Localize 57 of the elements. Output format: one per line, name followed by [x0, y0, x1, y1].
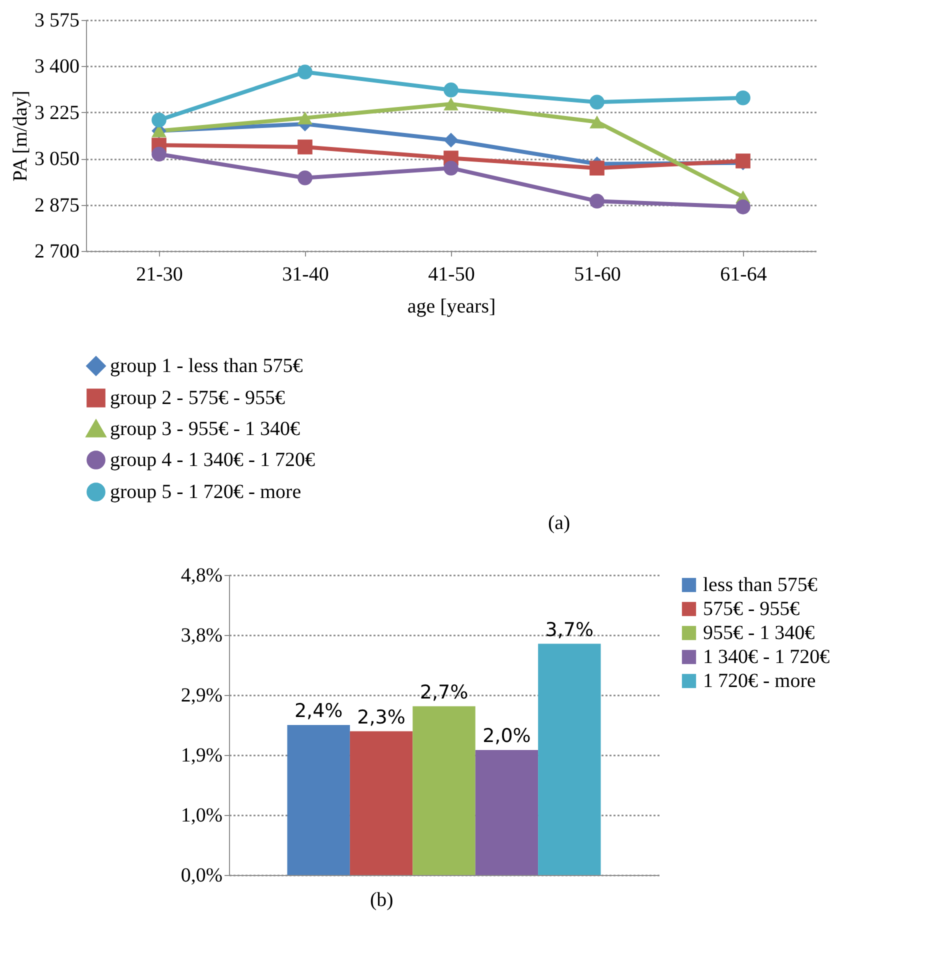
x-tick-label: 21-30 [136, 264, 183, 286]
legend-label: group 3 - 955€ - 1 340€ [110, 418, 300, 440]
point [152, 146, 166, 162]
point [298, 140, 312, 154]
legend-label: less than 575€ [703, 574, 818, 596]
point [152, 112, 166, 128]
point [590, 94, 604, 110]
point [298, 112, 312, 124]
y-tick-label: 3,8% [180, 624, 222, 646]
bar [287, 725, 350, 875]
x-tick-label: 51-60 [574, 264, 621, 286]
x-tick-label: 31-40 [282, 264, 329, 286]
y-tick-label: 4,8% [180, 564, 222, 586]
legend-label: group 4 - 1 340€ - 1 720€ [110, 449, 315, 471]
y-tick-label: 1,9% [180, 744, 222, 766]
text: (b) [369, 889, 394, 912]
data-label: 2,0% [482, 725, 531, 747]
y-tick-label: 3 050 [34, 148, 80, 170]
legend-label: group 1 - less than 575€ [110, 355, 303, 377]
data-label: 2,3% [357, 706, 406, 728]
y-tick-label: 3 225 [34, 102, 80, 124]
legend-label: group 2 - 575€ - 955€ [110, 387, 285, 409]
data-label: 2,4% [294, 700, 343, 722]
x-axis-title: age [years] [407, 296, 496, 318]
point [298, 170, 312, 186]
y-tick-label: 3 575 [34, 10, 80, 32]
legend-label: group 5 - 1 720€ - more [110, 481, 302, 503]
point [590, 194, 604, 209]
bar [475, 750, 538, 875]
y-tick-label: 0,0% [180, 864, 222, 886]
y-axis-title: PA [m/day] [10, 90, 32, 182]
y-tick-label: 2,9% [180, 684, 222, 706]
bar [350, 731, 413, 875]
y-tick-label: 3 400 [34, 56, 80, 78]
legend-label: 1 340€ - 1 720€ [703, 646, 830, 668]
bar [412, 706, 476, 875]
point [298, 64, 312, 80]
data-label: 2,7% [420, 681, 468, 704]
point [444, 160, 458, 176]
text: (a) [547, 512, 572, 535]
x-tick-label: 41-50 [428, 264, 475, 286]
x-tick-label: 61-64 [720, 264, 767, 286]
point [590, 115, 604, 128]
legend-label: 575€ - 955€ [703, 598, 800, 620]
point [444, 82, 458, 98]
point [590, 160, 604, 176]
y-tick-label: 1,0% [180, 804, 222, 826]
y-tick-label: 2 700 [34, 240, 80, 262]
point [736, 90, 750, 106]
bar [538, 644, 601, 875]
point [444, 132, 458, 148]
legend-label: 1 720€ - more [703, 670, 816, 692]
y-tick-label: 2 875 [34, 194, 80, 216]
point [736, 200, 750, 214]
point [444, 98, 458, 110]
data-label: 3,7% [545, 618, 594, 641]
legend-label: 955€ - 1 340€ [703, 622, 815, 644]
